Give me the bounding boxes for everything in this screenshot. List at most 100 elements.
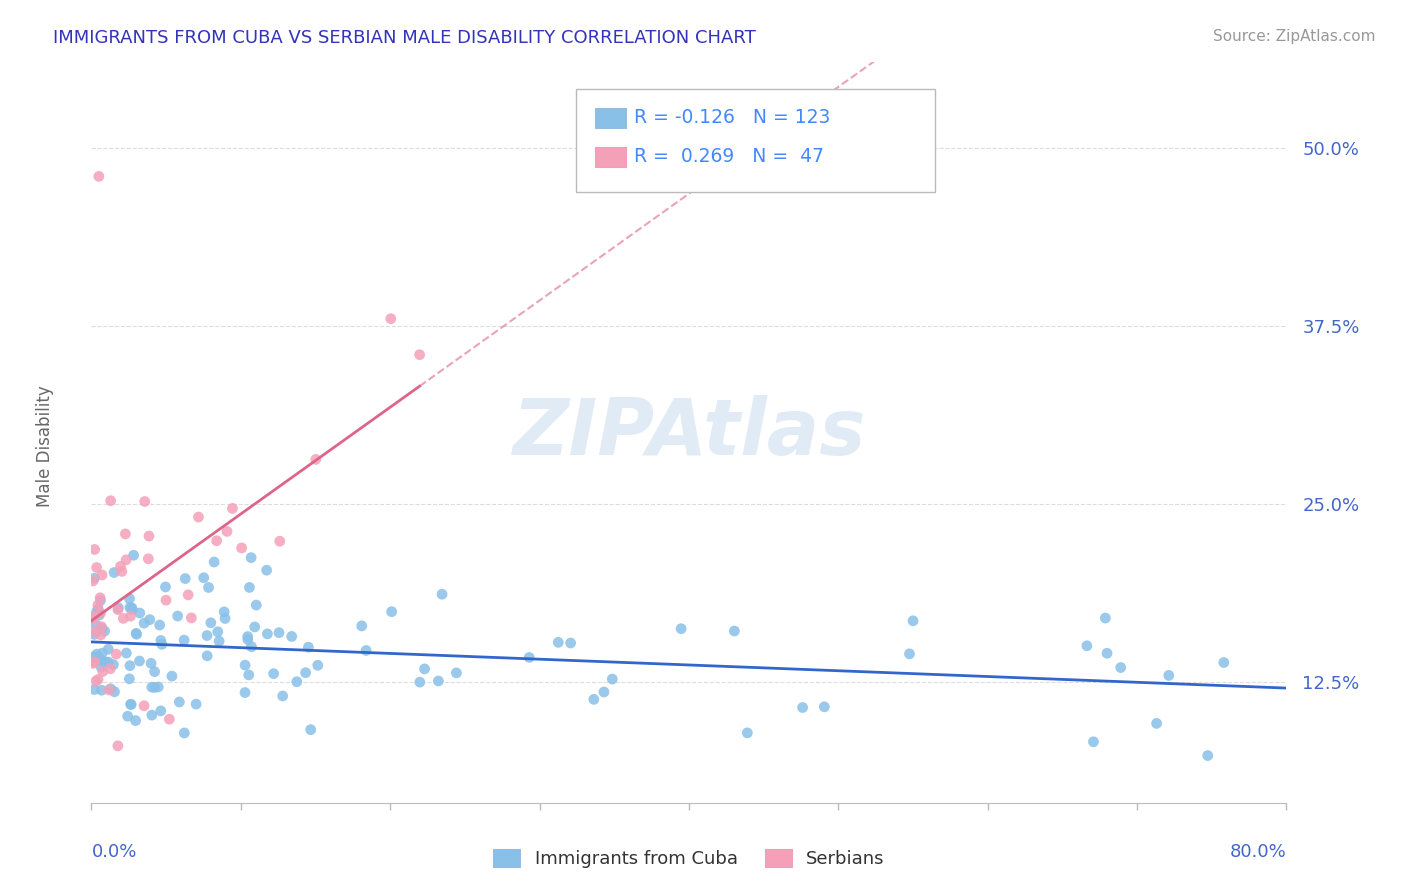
Point [297, 640, 319, 655]
Point [267, 625, 290, 640]
Point [1095, 646, 1118, 660]
Text: Male Disability: Male Disability [37, 385, 53, 507]
Point [430, 587, 453, 601]
Point [86, 560, 108, 574]
Point [91, 665, 114, 679]
Point [100, 681, 122, 696]
Point [446, 665, 468, 680]
Point [263, 666, 285, 681]
Point [155, 593, 177, 607]
Point [157, 712, 180, 726]
Point [1094, 611, 1116, 625]
Point [90, 620, 112, 634]
Point [83, 627, 105, 641]
Point [83, 655, 105, 669]
Point [221, 501, 243, 516]
Point [125, 627, 148, 641]
Point [122, 548, 145, 562]
Point [120, 698, 142, 712]
Point [238, 668, 260, 682]
Point [195, 628, 218, 642]
Point [117, 709, 139, 723]
Point [233, 685, 256, 699]
Point [121, 602, 143, 616]
Point [107, 600, 129, 615]
Point [91, 646, 114, 660]
Point [155, 580, 177, 594]
Point [354, 643, 377, 657]
Point [180, 611, 202, 625]
Point [236, 632, 259, 647]
Point [195, 648, 218, 663]
Point [128, 654, 150, 668]
Point [120, 609, 142, 624]
Point [121, 600, 143, 615]
Point [305, 452, 328, 467]
Point [115, 646, 138, 660]
Point [83, 571, 105, 585]
Point [187, 510, 209, 524]
Text: 80.0%: 80.0% [1230, 843, 1286, 861]
Point [82, 609, 104, 624]
Point [233, 658, 256, 673]
Point [90, 628, 112, 642]
Point [84, 618, 107, 632]
Point [166, 609, 188, 624]
Point [173, 726, 195, 740]
Point [205, 533, 228, 548]
Point [245, 598, 267, 612]
Point [294, 665, 316, 680]
Point [901, 614, 924, 628]
Point [89, 593, 111, 607]
Point [90, 623, 112, 637]
Point [669, 622, 692, 636]
Text: 0.0%: 0.0% [91, 843, 136, 861]
Point [98, 682, 121, 697]
Point [86, 647, 108, 661]
Text: R = -0.126   N = 123: R = -0.126 N = 123 [634, 108, 831, 128]
Point [87, 169, 110, 184]
Point [87, 673, 110, 687]
Text: IMMIGRANTS FROM CUBA VS SERBIAN MALE DISABILITY CORRELATION CHART: IMMIGRANTS FROM CUBA VS SERBIAN MALE DIS… [53, 29, 756, 46]
Point [128, 606, 150, 620]
Point [107, 739, 129, 753]
Point [84, 674, 107, 689]
Point [118, 672, 141, 686]
Point [112, 611, 135, 625]
Point [103, 566, 125, 580]
Point [202, 555, 225, 569]
Point [83, 542, 105, 557]
Point [737, 726, 759, 740]
Point [103, 657, 125, 672]
Point [212, 605, 235, 619]
Point [143, 665, 166, 679]
Point [1109, 660, 1132, 674]
Point [231, 541, 253, 555]
Point [132, 616, 155, 631]
Point [86, 604, 108, 618]
Point [83, 682, 105, 697]
Point [256, 627, 278, 641]
Point [517, 650, 540, 665]
Point [150, 637, 173, 651]
Point [723, 624, 745, 638]
Point [141, 680, 163, 694]
Point [82, 612, 104, 626]
Text: Source: ZipAtlas.com: Source: ZipAtlas.com [1212, 29, 1375, 44]
Point [148, 680, 170, 694]
Point [299, 723, 322, 737]
Point [238, 581, 260, 595]
Point [600, 672, 623, 686]
Point [91, 654, 114, 668]
Point [120, 698, 142, 712]
Point [83, 649, 105, 664]
Point [280, 629, 302, 643]
Point [97, 642, 120, 657]
Point [132, 698, 155, 713]
Point [89, 651, 111, 665]
Point [560, 636, 582, 650]
Point [134, 494, 156, 508]
Point [285, 674, 308, 689]
Point [118, 658, 141, 673]
Point [256, 563, 278, 577]
